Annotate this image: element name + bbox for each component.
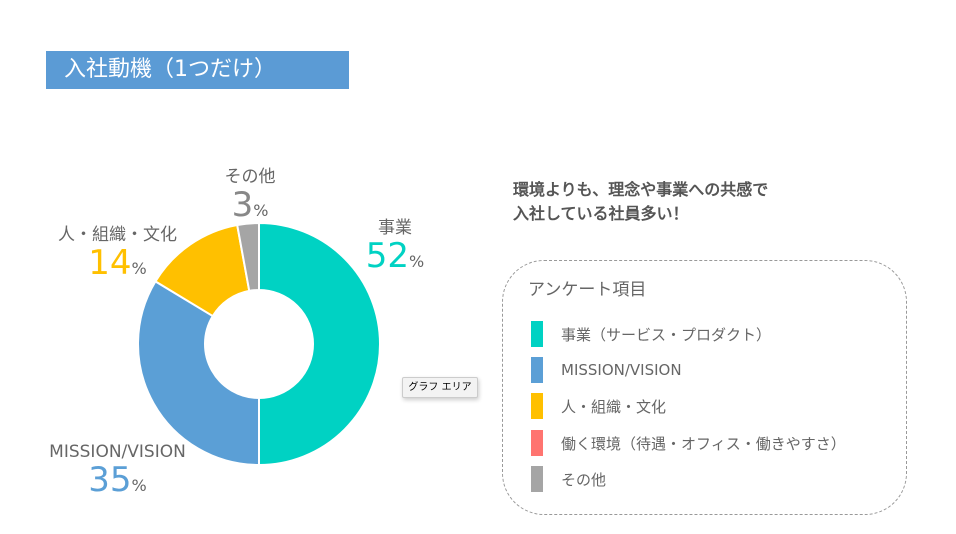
donut-slice-1[interactable] xyxy=(137,280,260,467)
unit-label: % xyxy=(131,259,147,278)
label-mission: MISSION/VISION 35% xyxy=(30,442,205,504)
legend-item: その他 xyxy=(531,466,606,492)
value-label: 35 xyxy=(88,460,132,500)
category-label: その他 xyxy=(224,167,276,187)
legend-label: 人・組織・文化 xyxy=(561,397,667,416)
value-label: 3 xyxy=(231,185,254,225)
legend-swatch xyxy=(531,321,543,347)
legend-label: MISSION/VISION xyxy=(561,361,682,379)
legend-item: 人・組織・文化 xyxy=(531,393,666,419)
legend-label: その他 xyxy=(561,470,607,489)
legend-label: 働く環境（待遇・オフィス・働きやすさ） xyxy=(561,434,846,453)
donut-slice-0[interactable] xyxy=(258,221,381,467)
value-label: 52 xyxy=(365,236,410,276)
category-label: 人・組織・文化 xyxy=(58,225,177,245)
category-label: MISSION/VISION xyxy=(49,442,186,462)
legend-item: 働く環境（待遇・オフィス・働きやすさ） xyxy=(531,430,846,456)
legend-swatch xyxy=(531,430,543,456)
legend-item: 事業（サービス・プロダクト） xyxy=(531,321,771,347)
unit-label: % xyxy=(409,252,425,271)
legend-title: アンケート項目 xyxy=(528,280,647,300)
chart-area-tooltip: グラフ エリア xyxy=(402,377,478,398)
label-other: その他 3% xyxy=(200,162,300,229)
category-label: 事業 xyxy=(378,218,412,238)
legend-item: MISSION/VISION xyxy=(531,357,682,383)
legend-swatch xyxy=(531,357,543,383)
legend-swatch xyxy=(531,466,543,492)
legend-box: アンケート項目 事業（サービス・プロダクト） MISSION/VISION 人・… xyxy=(502,260,907,515)
legend-label: 事業（サービス・プロダクト） xyxy=(561,325,772,344)
comment-text: 環境よりも、理念や事業への共感で 入社している社員多い！ xyxy=(513,178,768,226)
unit-label: % xyxy=(131,476,147,495)
label-people: 人・組織・文化 14% xyxy=(40,220,195,287)
slide-title: 入社動機（1つだけ） xyxy=(46,51,349,89)
donut-slice-3[interactable] xyxy=(236,221,260,293)
legend-swatch xyxy=(531,393,543,419)
label-business: 事業 52% xyxy=(345,213,445,280)
comment-line: 環境よりも、理念や事業への共感で xyxy=(513,180,769,199)
unit-label: % xyxy=(253,201,269,220)
comment-line: 入社している社員多い！ xyxy=(513,204,689,223)
value-label: 14 xyxy=(88,243,132,283)
